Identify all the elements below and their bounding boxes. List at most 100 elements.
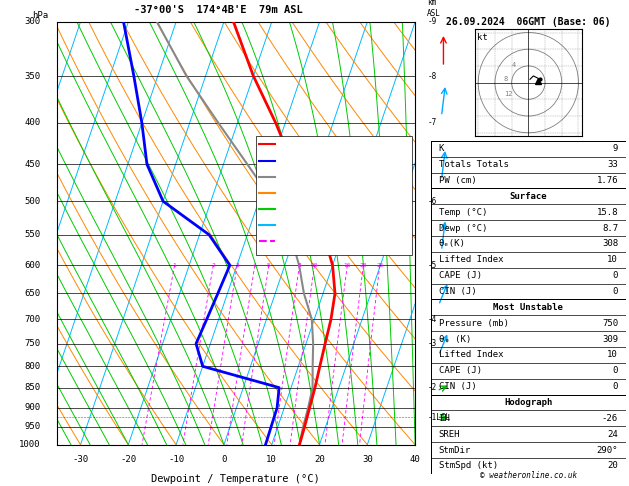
Text: 9: 9: [613, 144, 618, 154]
Text: 500: 500: [25, 197, 40, 206]
Bar: [431, 299, 626, 395]
Text: Temp (°C): Temp (°C): [438, 208, 487, 217]
Text: Temperature: Temperature: [281, 141, 328, 147]
Text: 0: 0: [221, 455, 226, 464]
Text: 800: 800: [25, 362, 40, 371]
Text: -7: -7: [427, 119, 437, 127]
Text: km
ASL: km ASL: [427, 0, 441, 17]
Text: 850: 850: [25, 383, 40, 392]
Text: Isotherm: Isotherm: [281, 222, 314, 228]
Bar: [431, 189, 626, 299]
Text: 900: 900: [25, 403, 40, 412]
Text: 0: 0: [613, 287, 618, 296]
Text: θₑ(K): θₑ(K): [438, 240, 465, 248]
Text: -3: -3: [427, 339, 437, 348]
Text: 10: 10: [608, 255, 618, 264]
Text: 309: 309: [602, 334, 618, 344]
Text: EH: EH: [438, 414, 449, 423]
Text: Parcel Trajectory: Parcel Trajectory: [281, 174, 353, 180]
Text: 700: 700: [25, 315, 40, 324]
Text: -6: -6: [427, 197, 437, 206]
Text: 4: 4: [253, 263, 257, 268]
Text: PW (cm): PW (cm): [438, 176, 476, 185]
Text: -5: -5: [427, 261, 437, 270]
Text: θₑ (K): θₑ (K): [438, 334, 471, 344]
Text: 8.7: 8.7: [602, 224, 618, 233]
Text: 750: 750: [25, 339, 40, 348]
Text: -8: -8: [427, 71, 437, 81]
Text: -4: -4: [427, 315, 437, 324]
Text: Dewpoint: Dewpoint: [281, 157, 314, 164]
Text: 15.8: 15.8: [596, 208, 618, 217]
Text: 20: 20: [608, 461, 618, 470]
Text: 10: 10: [608, 350, 618, 360]
Text: StmSpd (kt): StmSpd (kt): [438, 461, 498, 470]
Text: K: K: [438, 144, 444, 154]
Text: 10: 10: [311, 263, 318, 268]
Text: 30: 30: [362, 455, 373, 464]
Text: 750: 750: [602, 319, 618, 328]
Text: 650: 650: [25, 289, 40, 298]
Text: 0: 0: [613, 271, 618, 280]
Text: StmDir: StmDir: [438, 446, 471, 454]
Text: 350: 350: [25, 71, 40, 81]
Text: 25: 25: [376, 263, 384, 268]
Text: 0: 0: [613, 382, 618, 391]
Text: 4: 4: [511, 62, 515, 68]
Text: 1: 1: [173, 263, 177, 268]
Text: -37°00'S  174°4B'E  79m ASL: -37°00'S 174°4B'E 79m ASL: [133, 4, 303, 15]
Text: © weatheronline.co.uk: © weatheronline.co.uk: [480, 471, 577, 480]
Text: 8: 8: [503, 75, 508, 82]
Text: 8: 8: [298, 263, 301, 268]
Text: -10: -10: [168, 455, 184, 464]
Text: 600: 600: [25, 261, 40, 270]
Text: Dewp (°C): Dewp (°C): [438, 224, 487, 233]
Text: 24: 24: [608, 430, 618, 439]
Text: 300: 300: [25, 17, 40, 26]
Text: 308: 308: [602, 240, 618, 248]
Text: 3: 3: [235, 263, 239, 268]
Text: 450: 450: [25, 160, 40, 169]
Text: -9: -9: [427, 17, 437, 26]
Text: CIN (J): CIN (J): [438, 287, 476, 296]
Text: 1.76: 1.76: [596, 176, 618, 185]
Bar: [255, 136, 411, 255]
Text: SREH: SREH: [438, 430, 460, 439]
Text: -1LCL: -1LCL: [427, 413, 450, 422]
Bar: [431, 141, 626, 189]
Text: 290°: 290°: [596, 446, 618, 454]
Text: 33: 33: [608, 160, 618, 169]
Text: 10: 10: [266, 455, 277, 464]
Text: kt: kt: [477, 34, 487, 42]
Text: 2: 2: [211, 263, 215, 268]
Text: hPa: hPa: [33, 11, 48, 20]
Text: 40: 40: [409, 455, 421, 464]
Text: -2: -2: [427, 383, 437, 392]
Text: 16: 16: [343, 263, 351, 268]
Text: Surface: Surface: [509, 192, 547, 201]
Text: CAPE (J): CAPE (J): [438, 366, 482, 375]
Text: CIN (J): CIN (J): [438, 382, 476, 391]
Text: 20: 20: [314, 455, 325, 464]
Text: Mixing Ratio: Mixing Ratio: [281, 238, 331, 244]
Text: 5: 5: [267, 263, 270, 268]
Bar: [431, 395, 626, 474]
Text: Hodograph: Hodograph: [504, 398, 552, 407]
Text: 26.09.2024  06GMT (Base: 06): 26.09.2024 06GMT (Base: 06): [446, 17, 611, 27]
Text: Lifted Index: Lifted Index: [438, 255, 503, 264]
Text: Dewpoint / Temperature (°C): Dewpoint / Temperature (°C): [152, 474, 320, 484]
Text: 20: 20: [360, 263, 367, 268]
Text: 0: 0: [613, 366, 618, 375]
Text: 1000: 1000: [19, 440, 40, 449]
Text: -26: -26: [602, 414, 618, 423]
Text: CAPE (J): CAPE (J): [438, 271, 482, 280]
Text: Most Unstable: Most Unstable: [493, 303, 564, 312]
Text: Pressure (mb): Pressure (mb): [438, 319, 508, 328]
Text: 550: 550: [25, 230, 40, 239]
Text: 950: 950: [25, 422, 40, 431]
Text: -30: -30: [72, 455, 89, 464]
Text: Wet Adiabat: Wet Adiabat: [281, 206, 328, 212]
Text: 400: 400: [25, 119, 40, 127]
Text: -20: -20: [120, 455, 136, 464]
Text: Totals Totals: Totals Totals: [438, 160, 508, 169]
